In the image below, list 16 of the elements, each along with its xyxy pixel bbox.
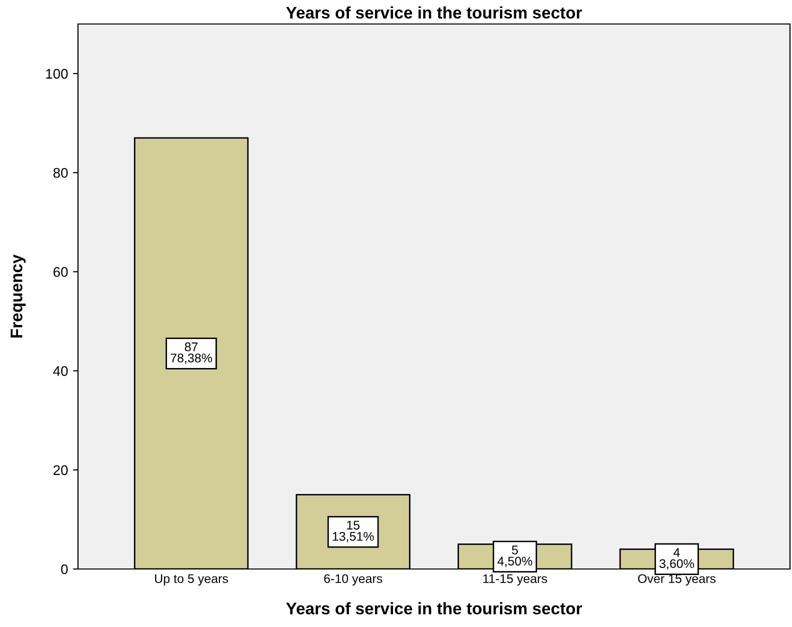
y-tick-label: 40	[53, 366, 68, 376]
y-tick-label: 80	[53, 168, 68, 178]
y-tick-label: 20	[54, 465, 68, 476]
y-axis-title: Frequency	[10, 254, 26, 338]
data-label: 5 4,50%	[497, 546, 532, 568]
data-label: 4 3,60%	[659, 548, 694, 570]
y-tick-label: 0	[61, 564, 68, 574]
x-tick-label: 11-15 years	[483, 574, 548, 586]
y-tick-label: 100	[46, 68, 68, 79]
x-tick-label: Up to 5 years	[155, 574, 228, 586]
x-axis-title: Years of service in the tourism sector	[286, 602, 582, 614]
chart-title: Years of service in the tourism sector	[286, 6, 582, 19]
data-label: 87 78,38%	[170, 342, 212, 364]
data-label: 15 13,51%	[332, 520, 374, 542]
x-tick-label: 6-10 years	[324, 574, 382, 586]
y-tick-label: 60	[54, 267, 68, 277]
